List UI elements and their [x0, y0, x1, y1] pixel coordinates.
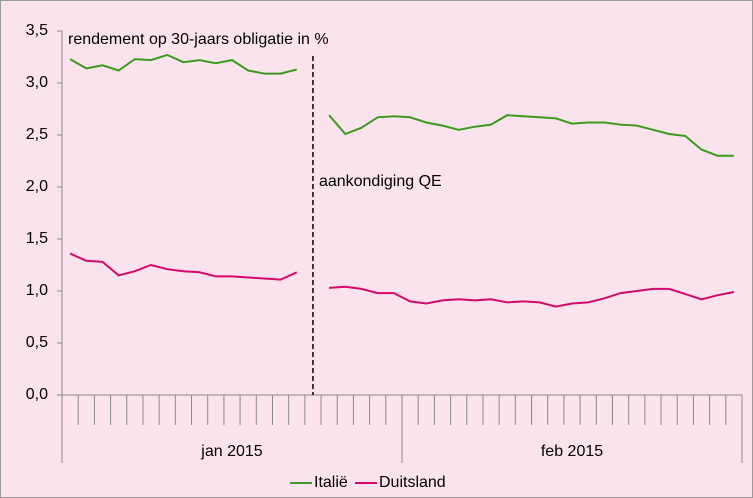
- event-label: aankondiging QE: [319, 173, 442, 190]
- y-tick-label: 2,0: [26, 178, 48, 195]
- y-tick-label: 3,5: [26, 22, 48, 39]
- y-tick-label: 1,5: [26, 230, 48, 247]
- y-tick-label: 0,0: [26, 386, 48, 403]
- y-tick-label: 0,5: [26, 334, 48, 351]
- legend-label: Italië: [314, 474, 348, 491]
- group-label: jan 2015: [200, 443, 262, 460]
- group-label: feb 2015: [541, 443, 603, 460]
- legend-label: Duitsland: [379, 474, 446, 491]
- chart-title: rendement op 30-jaars obligatie in %: [68, 31, 329, 48]
- y-tick-label: 2,5: [26, 126, 48, 143]
- y-tick-label: 1,0: [26, 282, 48, 299]
- y-tick-label: 3,0: [26, 74, 48, 91]
- series-line: [69, 252, 735, 308]
- series-line: [69, 53, 734, 157]
